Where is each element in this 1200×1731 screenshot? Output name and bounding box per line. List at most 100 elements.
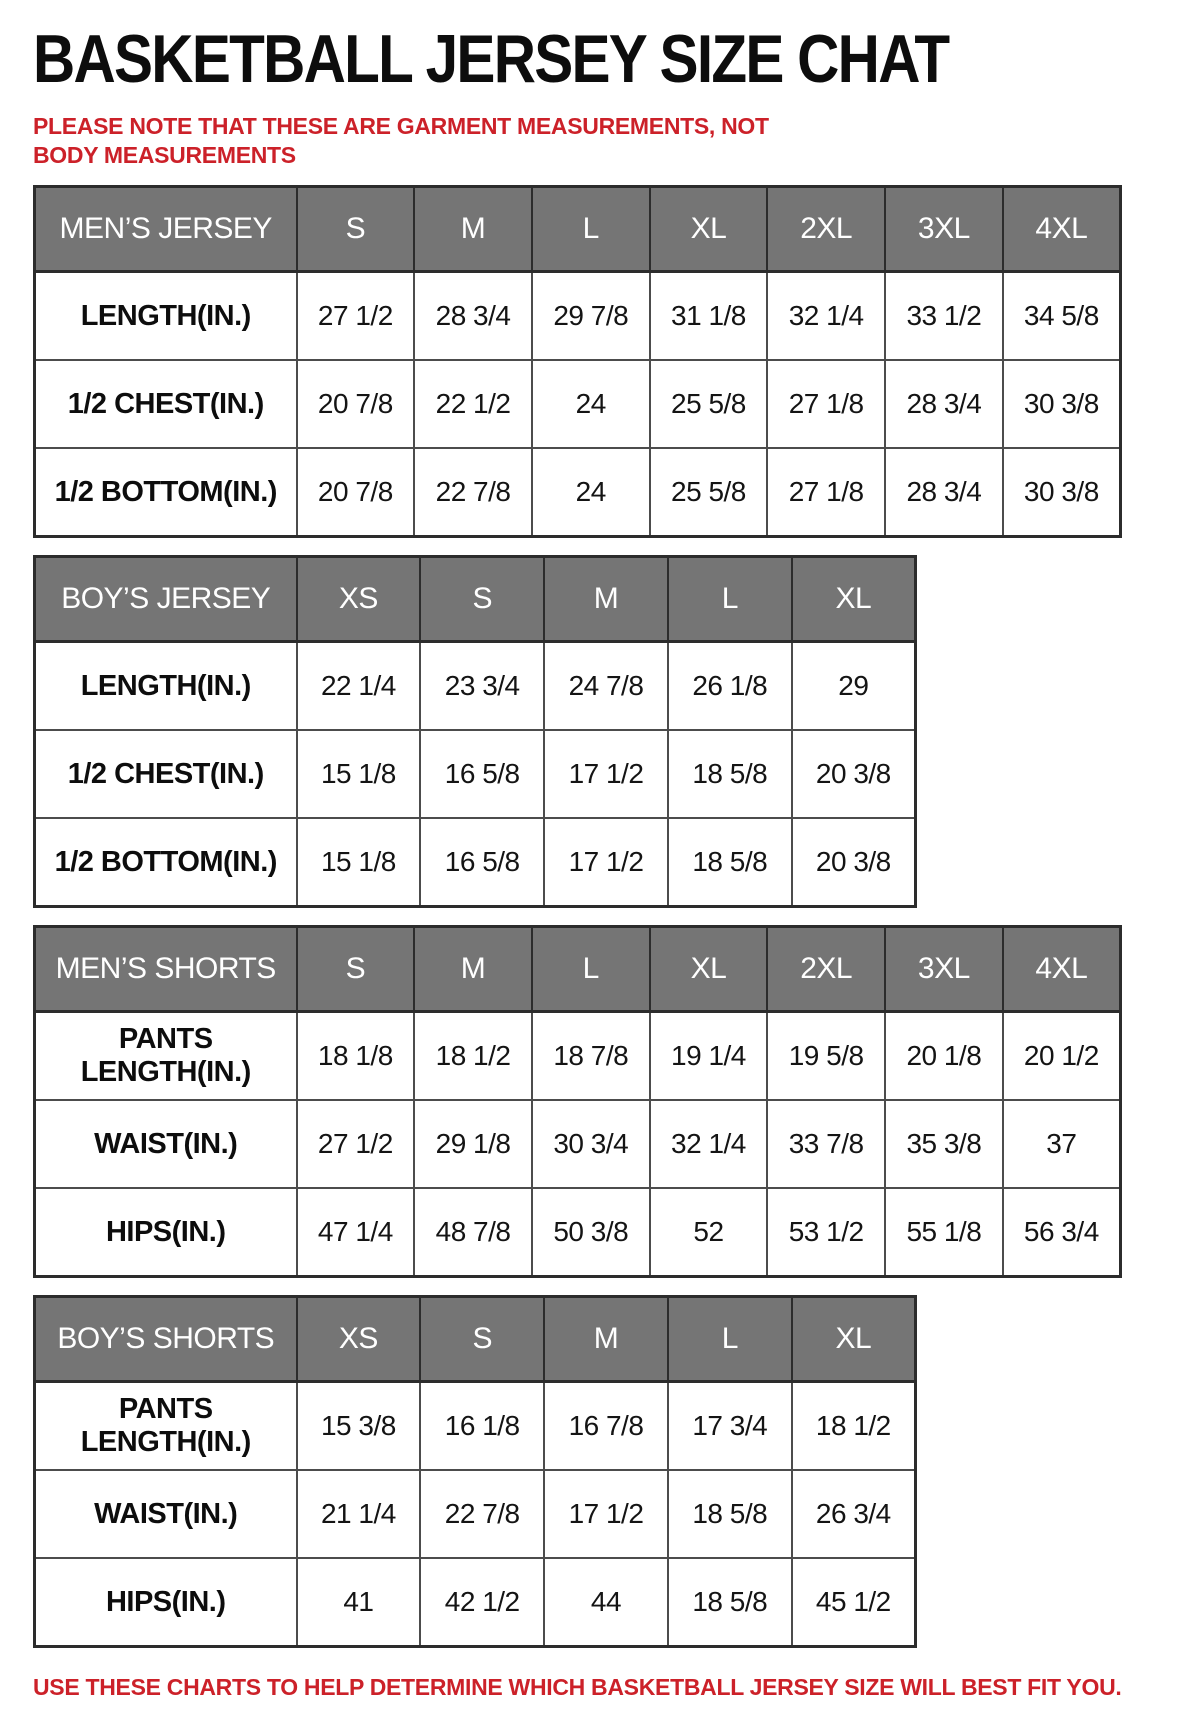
value-cell: 18 5/8	[666, 1556, 793, 1648]
fit-advice-footer: USE THESE CHARTS TO HELP DETERMINE WHICH…	[33, 1673, 1122, 1700]
size-header-cell: XL	[790, 555, 917, 643]
garment-measurement-note: PLEASE NOTE THAT THESE ARE GARMENT MEASU…	[33, 113, 769, 169]
value-cell: 27 1/8	[766, 358, 887, 449]
value-cell: 45 1/2	[790, 1556, 917, 1648]
size-header-cell: M	[543, 555, 669, 643]
size-header-cell: 2XL	[766, 925, 887, 1013]
value-cell: 28 3/4	[884, 446, 1004, 538]
size-header-cell: 4XL	[1001, 185, 1122, 273]
size-header-cell: XS	[295, 555, 422, 643]
value-cell: 16 1/8	[419, 1380, 546, 1471]
value-cell: 33 7/8	[766, 1098, 887, 1189]
value-cell: 22 1/2	[413, 358, 533, 449]
value-cell: 53 1/2	[766, 1186, 887, 1278]
value-cell: 18 5/8	[666, 816, 793, 908]
table-title-cell: BOY’S JERSEY	[33, 555, 298, 643]
value-cell: 26 3/4	[790, 1468, 917, 1559]
value-cell: 24	[530, 446, 651, 538]
measurement-row: PANTS LENGTH(IN.) 15 3/8 16 1/8 16 7/8 17 3/…	[33, 1380, 917, 1471]
measurement-row: 1/2 CHEST(IN.) 15 1/8 16 5/8 17 1/2 18 5/8 20…	[33, 728, 917, 819]
value-cell: 30 3/8	[1001, 358, 1122, 449]
value-cell: 18 7/8	[530, 1010, 651, 1101]
size-header-cell: 2XL	[766, 185, 887, 273]
value-cell: 20 3/8	[790, 816, 917, 908]
value-cell: 21 1/4	[295, 1468, 422, 1559]
value-cell: 26 1/8	[666, 640, 793, 731]
boys-shorts-table: BOY’S SHORTS XS S M L XL PANTS LENGTH(IN.) 15 3…	[33, 1294, 917, 1648]
row-label-cell: LENGTH(IN.)	[33, 640, 298, 731]
measurement-row: 1/2 BOTTOM(IN.) 20 7/8 22 7/8 24 25 5/8 27 1/…	[33, 446, 1122, 538]
value-cell: 20 1/2	[1001, 1010, 1122, 1101]
value-cell: 24 7/8	[543, 640, 669, 731]
size-header-cell: M	[543, 1295, 669, 1383]
table-title-cell: MEN’S SHORTS	[33, 925, 298, 1013]
size-header-cell: S	[419, 1295, 546, 1383]
value-cell: 50 3/8	[530, 1186, 651, 1278]
value-cell: 52	[648, 1186, 769, 1278]
value-cell: 32 1/4	[766, 270, 887, 361]
value-cell: 41	[295, 1556, 422, 1648]
row-label-cell: LENGTH(IN.)	[33, 270, 298, 361]
value-cell: 31 1/8	[648, 270, 769, 361]
value-cell: 17 1/2	[543, 816, 669, 908]
value-cell: 18 1/2	[790, 1380, 917, 1471]
value-cell: 44	[543, 1556, 669, 1648]
value-cell: 25 5/8	[648, 446, 769, 538]
value-cell: 35 3/8	[884, 1098, 1004, 1189]
value-cell: 18 5/8	[666, 1468, 793, 1559]
measurement-row: HIPS(IN.) 41 42 1/2 44 18 5/8 45 1/2	[33, 1556, 917, 1648]
value-cell: 33 1/2	[884, 270, 1004, 361]
measurement-row: WAIST(IN.) 27 1/2 29 1/8 30 3/4 32 1/4 33 7/8…	[33, 1098, 1122, 1189]
value-cell: 15 1/8	[295, 728, 422, 819]
value-cell: 32 1/4	[648, 1098, 769, 1189]
value-cell: 42 1/2	[419, 1556, 546, 1648]
value-cell: 28 3/4	[884, 358, 1004, 449]
size-header-cell: L	[530, 185, 651, 273]
measurement-row: LENGTH(IN.) 27 1/2 28 3/4 29 7/8 31 1/8 32 1/…	[33, 270, 1122, 361]
size-header-row: MEN’S SHORTS S M L XL 2XL 3XL 4XL	[33, 925, 1122, 1013]
value-cell: 55 1/8	[884, 1186, 1004, 1278]
value-cell: 27 1/8	[766, 446, 887, 538]
table-title-cell: MEN’S JERSEY	[33, 185, 298, 273]
value-cell: 17 3/4	[666, 1380, 793, 1471]
size-header-cell: S	[295, 185, 416, 273]
value-cell: 30 3/8	[1001, 446, 1122, 538]
value-cell: 37	[1001, 1098, 1122, 1189]
size-header-row: BOY’S JERSEY XS S M L XL	[33, 555, 917, 643]
boys-jersey-table: BOY’S JERSEY XS S M L XL LENGTH(IN.) 22 1/4 23 3…	[33, 554, 917, 908]
value-cell: 18 5/8	[666, 728, 793, 819]
measurement-row: 1/2 CHEST(IN.) 20 7/8 22 1/2 24 25 5/8 27 1/8…	[33, 358, 1122, 449]
value-cell: 17 1/2	[543, 728, 669, 819]
row-label-cell: 1/2 BOTTOM(IN.)	[33, 446, 298, 538]
value-cell: 18 1/8	[295, 1010, 416, 1101]
size-header-cell: 3XL	[884, 185, 1004, 273]
row-label-cell: 1/2 BOTTOM(IN.)	[33, 816, 298, 908]
value-cell: 56 3/4	[1001, 1186, 1122, 1278]
size-header-cell: M	[413, 185, 533, 273]
size-header-cell: 3XL	[884, 925, 1004, 1013]
size-header-cell: S	[295, 925, 416, 1013]
value-cell: 20 7/8	[295, 446, 416, 538]
row-label-cell: WAIST(IN.)	[33, 1098, 298, 1189]
row-label-cell: 1/2 CHEST(IN.)	[33, 358, 298, 449]
value-cell: 24	[530, 358, 651, 449]
size-header-cell: L	[530, 925, 651, 1013]
value-cell: 48 7/8	[413, 1186, 533, 1278]
value-cell: 17 1/2	[543, 1468, 669, 1559]
measurement-row: 1/2 BOTTOM(IN.) 15 1/8 16 5/8 17 1/2 18 5/8 2…	[33, 816, 917, 908]
value-cell: 16 5/8	[419, 728, 546, 819]
size-header-cell: S	[419, 555, 546, 643]
size-header-cell: XL	[648, 185, 769, 273]
value-cell: 20 1/8	[884, 1010, 1004, 1101]
value-cell: 19 1/4	[648, 1010, 769, 1101]
value-cell: 47 1/4	[295, 1186, 416, 1278]
size-header-cell: XS	[295, 1295, 422, 1383]
value-cell: 16 7/8	[543, 1380, 669, 1471]
measurement-row: LENGTH(IN.) 22 1/4 23 3/4 24 7/8 26 1/8 29	[33, 640, 917, 731]
size-header-cell: XL	[648, 925, 769, 1013]
value-cell: 25 5/8	[648, 358, 769, 449]
value-cell: 28 3/4	[413, 270, 533, 361]
value-cell: 23 3/4	[419, 640, 546, 731]
size-header-row: MEN’S JERSEY S M L XL 2XL 3XL 4XL	[33, 185, 1122, 273]
